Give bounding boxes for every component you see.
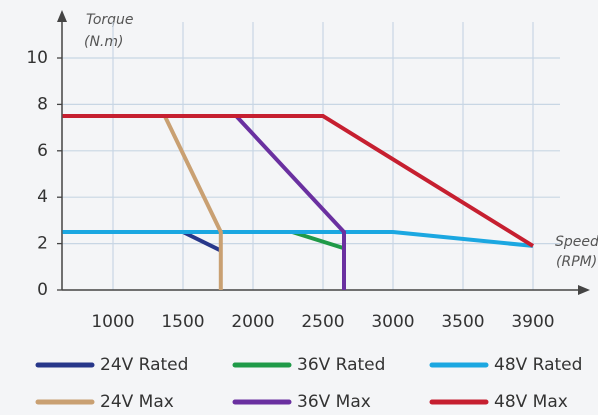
x-tick-label: 1500 bbox=[161, 312, 204, 332]
y-axis-arrow bbox=[57, 10, 67, 22]
legend-label: 24V Rated bbox=[100, 355, 188, 375]
x-tick-label: 1000 bbox=[91, 312, 134, 332]
y-tick-label: 0 bbox=[37, 280, 48, 300]
series-line bbox=[62, 230, 534, 248]
legend-label: 24V Max bbox=[100, 392, 174, 412]
x-axis-label: Speed bbox=[555, 234, 598, 250]
y-tick-label: 6 bbox=[37, 141, 48, 161]
x-tick-label: 2000 bbox=[231, 312, 274, 332]
series-line bbox=[62, 114, 535, 248]
y-tick-label: 8 bbox=[37, 94, 48, 114]
series-line bbox=[162, 115, 223, 290]
legend-label: 36V Rated bbox=[297, 355, 385, 375]
legend-label: 48V Rated bbox=[494, 355, 582, 375]
legend-label: 48V Max bbox=[494, 392, 568, 412]
x-axis-arrow bbox=[578, 285, 590, 295]
series-line bbox=[291, 230, 345, 251]
y-tick-label: 10 bbox=[26, 48, 48, 68]
y-axis-label: Torque bbox=[86, 12, 134, 28]
series-line bbox=[182, 230, 222, 253]
x-tick-label: 3500 bbox=[441, 312, 484, 332]
x-tick-label: 3000 bbox=[371, 312, 414, 332]
x-tick-label: 2500 bbox=[301, 312, 344, 332]
y-tick-label: 2 bbox=[37, 234, 48, 254]
x-axis-label: (RPM) bbox=[556, 254, 597, 270]
y-tick-label: 4 bbox=[37, 187, 48, 207]
series-line bbox=[234, 114, 346, 290]
y-axis-label: (N.m) bbox=[84, 34, 123, 50]
x-tick-label: 3900 bbox=[511, 312, 554, 332]
legend-label: 36V Max bbox=[297, 392, 371, 412]
